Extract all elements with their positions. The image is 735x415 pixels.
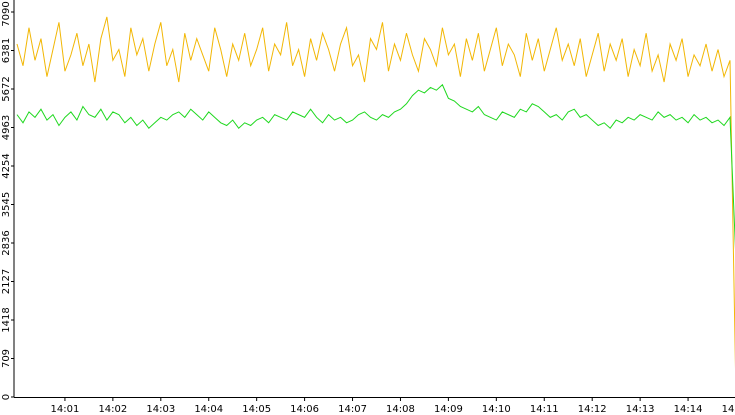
x-tick-label: 14:12 — [578, 404, 607, 415]
y-tick-label: 5672 — [1, 76, 12, 101]
x-tick-label: 14:02 — [98, 404, 127, 415]
y-tick-label: 709 — [1, 349, 12, 368]
x-tick-label: 14:15 — [722, 404, 735, 415]
x-tick-label: 14:03 — [146, 404, 175, 415]
y-tick-label: 4254 — [1, 153, 12, 178]
x-tick-label: 14:09 — [434, 404, 463, 415]
y-tick-label: 2127 — [1, 269, 12, 294]
x-tick-label: 14:06 — [290, 404, 319, 415]
x-tick-label: 14:13 — [626, 404, 655, 415]
x-tick-label: 14:07 — [338, 404, 367, 415]
x-tick-label: 14:14 — [674, 404, 703, 415]
x-tick-label: 14:11 — [530, 404, 559, 415]
x-tick-label: 14:01 — [51, 404, 80, 415]
y-tick-label: 4963 — [1, 115, 12, 140]
data-line — [16, 83, 735, 250]
y-tick-label: 6381 — [1, 38, 12, 63]
x-tick-label: 14:05 — [242, 404, 271, 415]
x-tick-label: 14:08 — [386, 404, 415, 415]
y-tick-label: 2836 — [1, 230, 12, 255]
x-tick-label: 14:04 — [194, 404, 223, 415]
y-tick-label: 1418 — [1, 307, 12, 332]
y-tick-label: 0 — [1, 394, 12, 400]
data-line — [16, 16, 735, 369]
x-tick-label: 14:10 — [482, 404, 511, 415]
y-tick-label: 7090 — [1, 1, 12, 26]
y-tick-label: 3545 — [1, 192, 12, 217]
